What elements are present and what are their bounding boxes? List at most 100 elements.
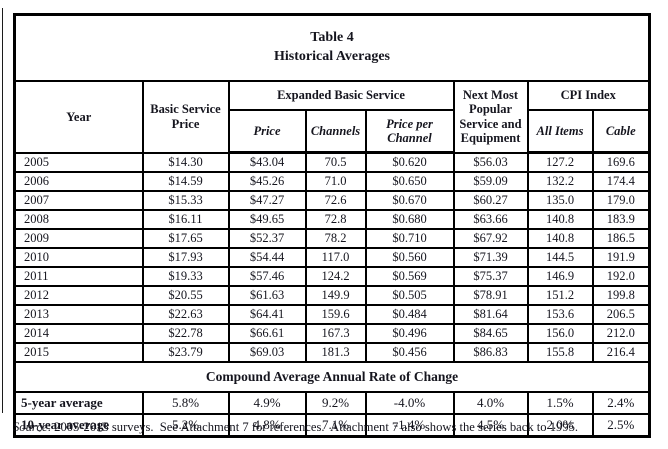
col-header-basic-service-price: Basic Service Price xyxy=(141,80,230,154)
table-row: 2005 $14.30 $43.04 70.5 $0.620 $56.03 127.2 169… xyxy=(13,151,651,173)
table-row: 2010 $17.93 $54.44 117.0 $0.560 $71.39 144.5 19… xyxy=(13,247,651,268)
cpi-all-cell: 140.8 xyxy=(526,209,594,230)
cpi-cable-cell: 199.8 xyxy=(591,285,651,306)
cpi-all-cell: 132.2 xyxy=(526,171,594,192)
channels-cell: 78.2 xyxy=(304,228,367,249)
cpi-cable-cell: 174.4 xyxy=(591,171,651,192)
next-most-cell: $60.27 xyxy=(452,190,529,211)
average-value-cell: 1.5% xyxy=(526,391,594,415)
table-row: 2013 $22.63 $64.41 159.6 $0.484 $81.64 153.6 20… xyxy=(13,304,651,325)
compound-header-row: Compound Average Annual Rate of Change xyxy=(13,361,651,393)
next-most-cell: $75.37 xyxy=(452,266,529,287)
average-rows: 5-year average 5.8% 4.9% 9.2% -4.0% 4.0% 1.5% 2… xyxy=(13,391,651,438)
compound-header-cell: Compound Average Annual Rate of Change xyxy=(13,361,651,393)
cpi-cable-cell: 183.9 xyxy=(591,209,651,230)
average-value-cell: 4.9% xyxy=(227,391,307,415)
cpi-all-cell: 127.2 xyxy=(526,151,594,173)
price-per-channel-cell: $0.670 xyxy=(364,190,455,211)
price-cell: $52.37 xyxy=(227,228,307,249)
cpi-all-cell: 144.5 xyxy=(526,247,594,268)
col-header-channels: Channels xyxy=(304,109,367,154)
channels-cell: 117.0 xyxy=(304,247,367,268)
channels-cell: 124.2 xyxy=(304,266,367,287)
price-per-channel-cell: $0.484 xyxy=(364,304,455,325)
channels-cell: 159.6 xyxy=(304,304,367,325)
cpi-all-cell: 156.0 xyxy=(526,323,594,344)
source-note-text: : 2005-2015 surveys. See Attachment 7 fo… xyxy=(47,420,579,434)
table-title: Historical Averages xyxy=(274,49,390,64)
historical-averages-table: Table 4 Historical Averages Year Basic S… xyxy=(13,13,651,438)
average-row: 5-year average 5.8% 4.9% 9.2% -4.0% 4.0% 1.5% 2… xyxy=(13,391,651,415)
average-value-cell: -4.0% xyxy=(364,391,455,415)
average-value-cell: -1.4% xyxy=(364,413,455,438)
header-sub-row: Price Channels Price per Channel All Ite… xyxy=(15,109,651,154)
next-most-cell: $78.91 xyxy=(452,285,529,306)
price-per-channel-cell: $0.650 xyxy=(364,171,455,192)
basic-cell: $14.59 xyxy=(141,171,230,192)
next-most-cell: $59.09 xyxy=(452,171,529,192)
price-cell: $47.27 xyxy=(227,190,307,211)
price-per-channel-cell: $0.710 xyxy=(364,228,455,249)
average-value-cell: 5.2% xyxy=(141,413,230,438)
next-most-cell: $67.92 xyxy=(452,228,529,249)
price-cell: $43.04 xyxy=(227,151,307,173)
table-row: 2007 $15.33 $47.27 72.6 $0.670 $60.27 135.0 179… xyxy=(13,190,651,211)
cpi-all-cell: 146.9 xyxy=(526,266,594,287)
year-cell: 2012 xyxy=(13,285,144,306)
channels-cell: 71.0 xyxy=(304,171,367,192)
table-row: 2009 $17.65 $52.37 78.2 $0.710 $67.92 140.8 186… xyxy=(13,228,651,249)
average-value-cell: 5.8% xyxy=(141,391,230,415)
col-group-cpi-index: CPI Index xyxy=(526,80,651,111)
cpi-all-cell: 151.2 xyxy=(526,285,594,306)
price-per-channel-cell: $0.505 xyxy=(364,285,455,306)
table-row: 2006 $14.59 $45.26 71.0 $0.650 $59.09 132.2 174… xyxy=(13,171,651,192)
next-most-cell: $71.39 xyxy=(452,247,529,268)
cpi-cable-cell: 179.0 xyxy=(591,190,651,211)
col-header-price-per-channel: Price per Channel xyxy=(364,109,455,154)
price-cell: $64.41 xyxy=(227,304,307,325)
basic-cell: $19.33 xyxy=(141,266,230,287)
average-value-cell: 4.8% xyxy=(227,413,307,438)
average-row-label: 5-year average xyxy=(13,391,144,415)
cpi-cable-cell: 191.9 xyxy=(591,247,651,268)
basic-cell: $17.65 xyxy=(141,228,230,249)
cpi-cable-cell: 206.5 xyxy=(591,304,651,325)
price-per-channel-cell: $0.569 xyxy=(364,266,455,287)
table-row: 2014 $22.78 $66.61 167.3 $0.496 $84.65 156.0 21… xyxy=(13,323,651,344)
source-note: Source: 2005-2015 surveys. See Attachmen… xyxy=(13,420,658,435)
channels-cell: 70.5 xyxy=(304,151,367,173)
col-header-price: Price xyxy=(227,109,307,154)
col-header-next-most-popular: Next Most Popular Service and Equipment xyxy=(452,80,529,154)
col-header-all-items: All Items xyxy=(526,109,594,154)
page-edge-line xyxy=(2,8,3,413)
price-cell: $69.03 xyxy=(227,342,307,363)
average-value-cell: 4.0% xyxy=(452,391,529,415)
average-value-cell: 2.5% xyxy=(591,413,651,438)
basic-cell: $23.79 xyxy=(141,342,230,363)
year-cell: 2011 xyxy=(13,266,144,287)
table-row: 2011 $19.33 $57.46 124.2 $0.569 $75.37 146.9 19… xyxy=(13,266,651,287)
price-cell: $49.65 xyxy=(227,209,307,230)
average-value-cell: 9.2% xyxy=(304,391,367,415)
average-value-cell: 2.4% xyxy=(591,391,651,415)
price-cell: $45.26 xyxy=(227,171,307,192)
year-cell: 2010 xyxy=(13,247,144,268)
cpi-cable-cell: 212.0 xyxy=(591,323,651,344)
channels-cell: 72.8 xyxy=(304,209,367,230)
average-value-cell: 2.0% xyxy=(526,413,594,438)
price-per-channel-cell: $0.456 xyxy=(364,342,455,363)
price-cell: $54.44 xyxy=(227,247,307,268)
cpi-cable-cell: 186.5 xyxy=(591,228,651,249)
channels-cell: 149.9 xyxy=(304,285,367,306)
year-cell: 2007 xyxy=(13,190,144,211)
basic-cell: $22.78 xyxy=(141,323,230,344)
next-most-cell: $84.65 xyxy=(452,323,529,344)
average-row: 10-year average 5.2% 4.8% 7.1% -1.4% 4.5% 2.0%… xyxy=(13,413,651,438)
basic-cell: $22.63 xyxy=(141,304,230,325)
year-cell: 2014 xyxy=(13,323,144,344)
cpi-all-cell: 135.0 xyxy=(526,190,594,211)
cpi-cable-cell: 169.6 xyxy=(591,151,651,173)
source-note-prefix: Source xyxy=(13,420,48,434)
table-row: 2008 $16.11 $49.65 72.8 $0.680 $63.66 140.8 183… xyxy=(13,209,651,230)
cpi-cable-cell: 216.4 xyxy=(591,342,651,363)
